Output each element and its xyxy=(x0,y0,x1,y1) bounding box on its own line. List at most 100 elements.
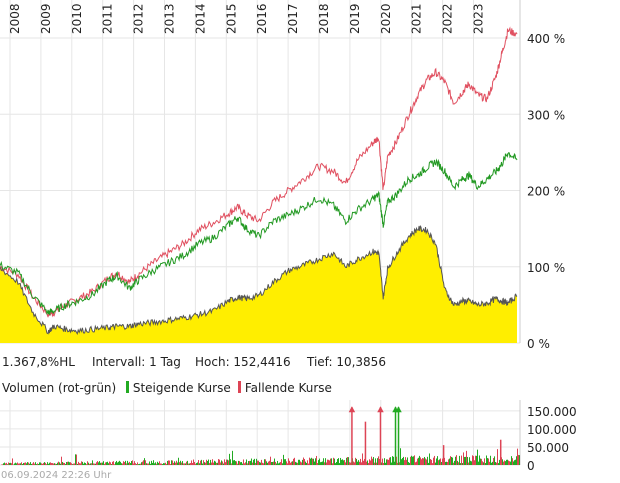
volume-legend-label: Volumen (rot-grün) xyxy=(2,381,117,395)
volume-bar xyxy=(171,460,172,465)
volume-bar xyxy=(334,458,335,465)
volume-bar xyxy=(453,462,454,465)
volume-bar xyxy=(145,460,146,465)
volume-bar xyxy=(78,461,79,465)
volume-bar xyxy=(447,462,448,465)
volume-bar xyxy=(407,457,408,465)
volume-bar xyxy=(261,459,262,465)
volume-bar xyxy=(2,464,3,465)
volume-bar xyxy=(450,456,451,465)
volume-bar xyxy=(93,463,94,465)
volume-bar xyxy=(185,463,186,465)
volume-bar xyxy=(96,462,97,465)
volume-bar xyxy=(347,457,348,465)
volume-bar xyxy=(240,462,241,465)
volume-bar xyxy=(106,462,107,465)
volume-spike xyxy=(351,407,353,465)
volume-bar xyxy=(441,461,442,465)
volume-bar xyxy=(128,462,129,465)
volume-bar xyxy=(203,460,204,465)
falling-legend-label: Fallende Kurse xyxy=(244,381,332,395)
volume-bar xyxy=(200,460,201,465)
volume-bar xyxy=(404,460,405,465)
rising-legend-entry: Steigende Kurse xyxy=(126,381,231,395)
volume-bar xyxy=(236,461,237,465)
volume-bar xyxy=(469,457,470,465)
volume-bar xyxy=(87,461,88,465)
volume-bar xyxy=(325,458,326,465)
volume-bar xyxy=(177,462,178,465)
volume-bar xyxy=(267,462,268,465)
volume-bar xyxy=(396,456,397,465)
volume-bar xyxy=(263,463,264,465)
volume-bar xyxy=(246,459,247,465)
volume-bar xyxy=(32,463,33,465)
volume-bar xyxy=(504,460,505,465)
volume-bar xyxy=(44,462,45,465)
volume-bar xyxy=(442,458,443,465)
volume-bar xyxy=(166,463,167,465)
volume-bar xyxy=(224,459,225,465)
volume-bar xyxy=(249,460,250,465)
volume-bar xyxy=(498,463,499,465)
volume-bar xyxy=(430,459,431,465)
volume-spike xyxy=(364,421,367,465)
volume-bar xyxy=(489,461,490,465)
volume-bar xyxy=(54,463,55,465)
volume-bar xyxy=(219,459,220,465)
volume-bar xyxy=(113,461,114,465)
volume-bar xyxy=(256,458,257,465)
volume-bar xyxy=(356,458,357,465)
volume-bar xyxy=(387,459,388,465)
volume-bar xyxy=(74,463,75,465)
volume-bar xyxy=(191,460,192,465)
volume-bar xyxy=(3,463,4,465)
volume-bar xyxy=(496,462,497,465)
volume-bar xyxy=(114,464,115,465)
interval-text: Intervall: 1 Tag xyxy=(92,355,181,369)
volume-bar xyxy=(427,456,428,465)
volume-bar xyxy=(477,449,478,465)
volume-bar xyxy=(311,457,312,465)
volume-bar xyxy=(329,460,330,465)
volume-bar xyxy=(173,462,174,465)
volume-bar xyxy=(218,459,219,465)
volume-bar xyxy=(112,461,113,465)
volume-bar xyxy=(484,458,485,465)
green-price-line xyxy=(0,152,518,316)
volume-bar xyxy=(343,460,344,465)
volume-bar xyxy=(65,464,66,465)
x-tick-label: 2010 xyxy=(70,3,84,34)
volume-bar xyxy=(425,458,426,465)
volume-bar xyxy=(318,460,319,465)
volume-bar xyxy=(314,461,315,465)
volume-bar xyxy=(428,462,429,465)
volume-bar xyxy=(34,463,35,465)
volume-bar xyxy=(26,463,27,465)
volume-bar xyxy=(25,462,26,465)
volume-bar xyxy=(237,463,238,465)
volume-bar xyxy=(320,462,321,465)
volume-bar xyxy=(440,458,441,465)
volume-bar xyxy=(84,462,85,465)
y-tick-label: 400 % xyxy=(527,32,565,46)
volume-bar xyxy=(471,461,472,465)
volume-bar xyxy=(169,460,170,465)
volume-y-axis-labels: 0 50.000 100.000 150.000 xyxy=(527,405,577,473)
volume-bar xyxy=(482,461,483,465)
volume-bar xyxy=(123,461,124,465)
volume-bar xyxy=(63,462,64,465)
volume-bar xyxy=(501,457,502,465)
volume-bar xyxy=(366,461,367,465)
price-lines-layer xyxy=(0,26,518,336)
volume-bar xyxy=(461,455,462,465)
volume-bar xyxy=(215,461,216,465)
volume-bar xyxy=(16,463,17,465)
volume-bar xyxy=(262,462,263,465)
volume-bar xyxy=(137,462,138,465)
volume-bar xyxy=(307,460,308,465)
volume-bar xyxy=(405,457,406,465)
volume-bar xyxy=(416,461,417,465)
volume-bar xyxy=(369,459,370,465)
volume-bar xyxy=(288,458,289,465)
